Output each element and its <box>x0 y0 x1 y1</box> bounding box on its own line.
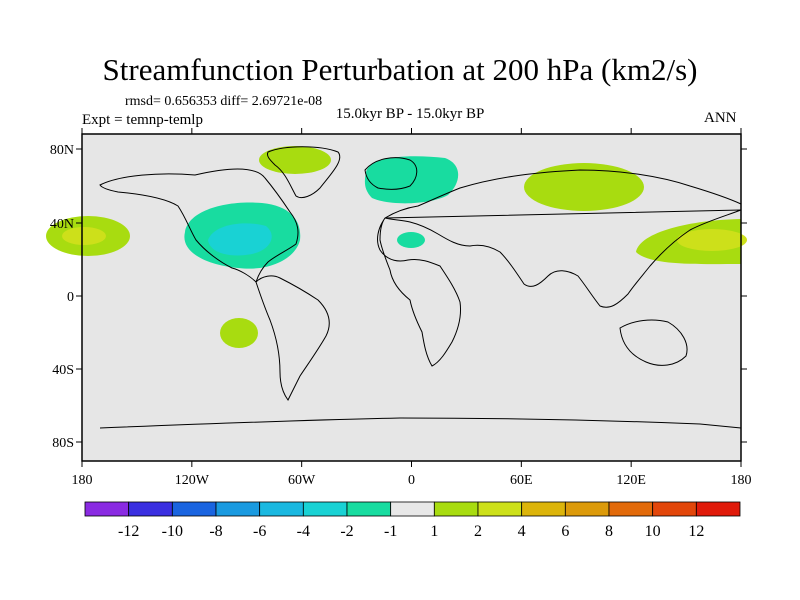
lon-tick-label: 60W <box>288 473 316 488</box>
coast-south-america <box>255 275 330 401</box>
colorbar-swatch <box>171 501 217 517</box>
colorbar-label: -2 <box>340 523 353 540</box>
colorbar-swatch <box>390 501 435 517</box>
anomaly-mediterranean <box>397 232 425 248</box>
colorbar-swatch <box>564 501 610 517</box>
colorbar-swatch <box>695 501 741 517</box>
coast-north-america <box>99 168 299 283</box>
lon-tick-label: 120W <box>175 473 210 488</box>
axis-labels: 80N 40N 0 40S 80S 180 120W 60W 0 60E 120E 180 <box>50 143 752 488</box>
lon-tick-label: 180 <box>731 473 752 488</box>
lon-tick-label: 120E <box>616 473 646 488</box>
coastlines <box>99 146 742 429</box>
stats-label: rmsd= 0.656353 diff= 2.69721e-08 <box>125 94 323 109</box>
colorbar-swatch <box>128 501 173 517</box>
anomaly-npacific-east-core <box>677 229 747 251</box>
colorbar-label: 1 <box>430 523 438 540</box>
coast-greenland <box>267 146 341 199</box>
lat-tick-label: 80S <box>52 436 74 451</box>
coast-eurasia <box>384 169 742 308</box>
axis-ticks <box>76 128 747 467</box>
lat-tick-label: 40S <box>52 363 74 378</box>
coast-australia <box>619 319 688 366</box>
lat-tick-label: 80N <box>50 143 74 158</box>
experiment-label: Expt = temnp-temlp <box>82 112 203 128</box>
colorbar-label: -4 <box>297 523 310 540</box>
colorbar-swatch <box>477 501 523 517</box>
colorbar-swatch <box>433 501 479 517</box>
colorbar-label: 2 <box>474 523 482 540</box>
anomaly-npacific-west-core <box>62 227 106 245</box>
colorbar-label: 12 <box>688 523 704 540</box>
colorbar-label: 10 <box>645 523 661 540</box>
colorbar-label: -12 <box>118 523 139 540</box>
anomaly-scandinavia <box>364 156 459 204</box>
colorbar-label: -6 <box>253 523 266 540</box>
colorbar-labels: -12 -10 -8 -6 -4 -2 -1 1 2 4 6 8 10 12 <box>118 523 704 540</box>
colorbar-swatch <box>652 501 697 517</box>
colorbar-swatch <box>259 501 304 517</box>
lat-tick-label: 40N <box>50 217 74 232</box>
colorbar-label: -1 <box>384 523 397 540</box>
anomaly-south-pacific <box>220 318 258 348</box>
colorbar-swatch <box>84 501 130 517</box>
subtitle-label: 15.0kyr BP - 15.0kyr BP <box>335 106 485 122</box>
colorbar-label: -8 <box>209 523 222 540</box>
colorbar-swatch <box>608 501 654 517</box>
anomaly-siberia <box>524 163 644 211</box>
lon-tick-label: 0 <box>408 473 415 488</box>
coast-antarctica <box>99 417 742 429</box>
lon-tick-label: 60E <box>510 473 533 488</box>
lon-tick-label: 180 <box>72 473 93 488</box>
coast-scandinavia <box>364 157 418 190</box>
colorbar-swatch <box>346 501 392 517</box>
map-title: Streamfunction Perturbation at 200 hPa (… <box>102 52 698 87</box>
colorbar-label: 6 <box>561 523 569 540</box>
colorbar <box>84 501 741 517</box>
colorbar-label: 8 <box>605 523 613 540</box>
colorbar-swatch <box>215 501 261 517</box>
colorbar-swatch <box>302 501 348 517</box>
coast-africa <box>377 217 461 367</box>
colorbar-label: 4 <box>518 523 526 540</box>
anomaly-fills <box>46 146 747 348</box>
anomaly-namerica-core <box>208 223 272 256</box>
season-label: ANN <box>704 110 737 126</box>
lat-tick-label: 0 <box>67 290 74 305</box>
colorbar-label: -10 <box>162 523 183 540</box>
colorbar-swatch <box>521 501 566 517</box>
